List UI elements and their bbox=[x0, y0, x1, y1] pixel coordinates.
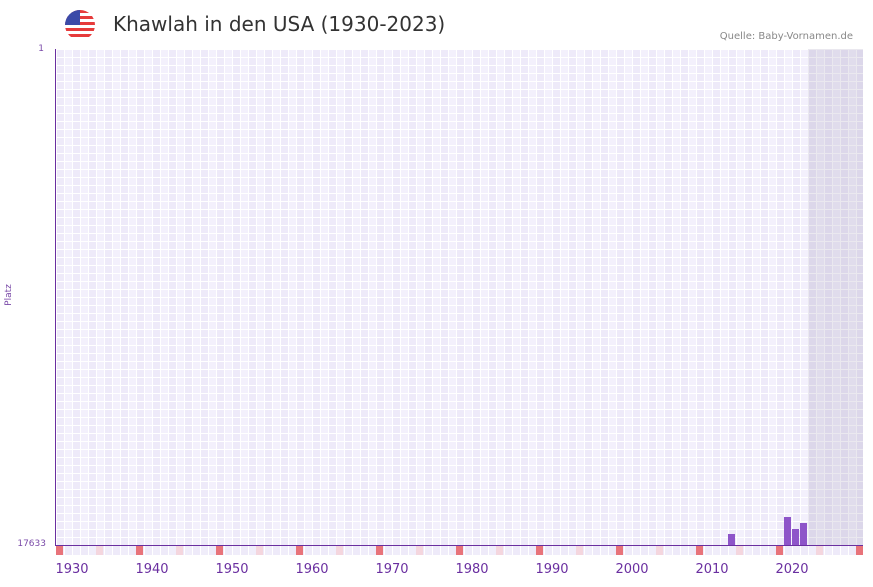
year-marker bbox=[376, 546, 383, 555]
x-tick-label: 2010 bbox=[695, 562, 729, 577]
usa-flag-icon bbox=[65, 10, 95, 40]
bar-2019[interactable] bbox=[784, 517, 791, 545]
y-axis bbox=[55, 49, 56, 546]
year-marker bbox=[776, 546, 783, 555]
x-tick-label: 1930 bbox=[55, 562, 89, 577]
year-marker bbox=[696, 546, 703, 555]
year-marker bbox=[536, 546, 543, 555]
x-tick-label: 1980 bbox=[455, 562, 489, 577]
year-marker bbox=[56, 546, 63, 555]
year-marker bbox=[336, 546, 343, 555]
y-tick-top: 1 bbox=[38, 44, 44, 54]
year-marker bbox=[656, 546, 663, 555]
year-marker bbox=[456, 546, 463, 555]
year-marker bbox=[416, 546, 423, 555]
year-marker bbox=[816, 546, 823, 555]
x-tick-label: 1960 bbox=[295, 562, 329, 577]
year-marker bbox=[296, 546, 303, 555]
year-marker bbox=[176, 546, 183, 555]
y-axis-title: Platz bbox=[3, 284, 14, 306]
x-tick-label: 1970 bbox=[375, 562, 409, 577]
plot-area bbox=[56, 49, 863, 545]
year-marker bbox=[856, 546, 863, 555]
future-shaded-region bbox=[808, 49, 863, 545]
year-marker bbox=[136, 546, 143, 555]
grid bbox=[56, 49, 863, 545]
x-tick-label: 1940 bbox=[135, 562, 169, 577]
source-label: Quelle: Baby-Vornamen.de bbox=[719, 31, 853, 42]
y-tick-bottom: 17633 bbox=[17, 539, 46, 549]
year-marker bbox=[736, 546, 743, 555]
x-tick-label: 1950 bbox=[215, 562, 249, 577]
year-marker bbox=[576, 546, 583, 555]
x-tick-label: 2000 bbox=[615, 562, 649, 577]
x-tick-label: 1990 bbox=[535, 562, 569, 577]
year-marker bbox=[216, 546, 223, 555]
year-marker bbox=[496, 546, 503, 555]
bar-2012[interactable] bbox=[728, 534, 735, 545]
chart-title: Khawlah in den USA (1930-2023) bbox=[113, 12, 446, 36]
year-marker bbox=[256, 546, 263, 555]
year-marker bbox=[616, 546, 623, 555]
bar-2020[interactable] bbox=[792, 529, 799, 545]
x-axis bbox=[55, 545, 863, 546]
bar-2021[interactable] bbox=[800, 523, 807, 545]
x-tick-label: 2020 bbox=[775, 562, 809, 577]
year-marker bbox=[96, 546, 103, 555]
